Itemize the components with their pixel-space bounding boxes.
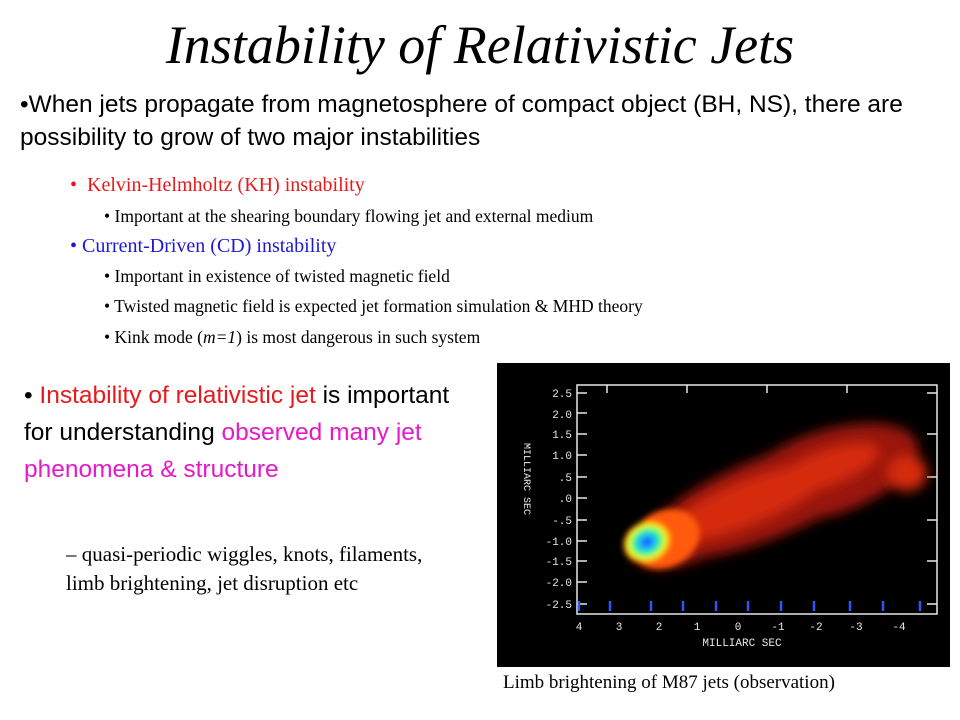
figure-caption: Limb brightening of M87 jets (observatio… [503,672,835,693]
y-axis-label: MILLIARC SEC [520,443,531,515]
kink-mode: m=1 [202,327,237,347]
y-tick-label: -1.0 [546,537,572,549]
phenomena-text: quasi-periodic wiggles, knots, filaments… [66,542,423,595]
y-tick-label: 1.5 [552,430,572,442]
x-tick-label: -4 [892,622,906,634]
cd-detail-2: • Twisted magnetic field is expected jet… [104,296,643,316]
y-tick-marks [577,385,937,605]
y-tick-label: -.5 [552,516,572,528]
slide-title: Instability of Relativistic Jets [165,15,795,75]
phenomena-dash: – [66,542,77,566]
x-tick-marks [577,601,922,611]
cd-detail-1: • Important in existence of twisted magn… [104,266,450,286]
y-tick-label: 2.5 [552,389,572,401]
y-tick-label: 2.0 [552,410,572,422]
cd-item: • Current-Driven (CD) instability [70,233,336,259]
x-tick-label: 3 [616,622,623,634]
x-tick-label: 2 [656,622,663,634]
x-tick-label: 4 [576,622,583,634]
kink-post: ) is most dangerous in such system [236,327,481,347]
kh-label: Kelvin-Helmholtz (KH) instability [87,174,365,196]
y-tick-label: 1.0 [552,451,572,463]
x-tick-label: -2 [809,622,822,634]
kink-mode-line: • Kink mode (m=1) is most dangerous in s… [104,325,480,349]
intro-bullet: • [20,91,29,118]
jet-emission [623,423,927,569]
importance-magenta-text: observed many jet phenomena & structure [24,419,422,483]
x-tick-label: -3 [849,622,862,634]
cd-label: Current-Driven (CD) instability [82,235,337,257]
y-tick-label: -1.5 [546,557,572,569]
m87-jet-image: MILLIARC SEC 2.5 2.0 1.5 1.0 .5 .0 -.5 -… [497,363,950,667]
kh-detail: • Important at the shearing boundary flo… [104,206,594,226]
x-tick-label: 1 [694,622,701,634]
cd-bullet: • [70,235,78,257]
importance-bullet: • [24,382,33,409]
y-tick-label: .5 [559,473,572,485]
y-tick-label: .0 [559,494,572,506]
kh-bullet: • [70,174,78,196]
kink-pre: • Kink mode ( [104,327,203,347]
plot-frame [576,384,938,615]
phenomena-item: – quasi-periodic wiggles, knots, filamen… [66,540,436,598]
kh-item: • Kelvin-Helmholtz (KH) instability [70,172,365,198]
x-tick-label: -1 [771,622,785,634]
x-tick-label: 0 [735,622,742,634]
intro-text: When jets propagate from magnetosphere o… [20,91,903,151]
y-tick-label: -2.5 [546,600,572,612]
importance-paragraph: • Instability of relativistic jet is imp… [24,377,464,488]
importance-black-text: is important for understanding [24,382,450,446]
importance-red-text: Instability of relativistic jet [39,382,316,409]
y-tick-label: -2.0 [546,578,572,590]
intro-paragraph: •When jets propagate from magnetosphere … [20,88,950,154]
x-axis-label: MILLIARC SEC [702,638,782,650]
